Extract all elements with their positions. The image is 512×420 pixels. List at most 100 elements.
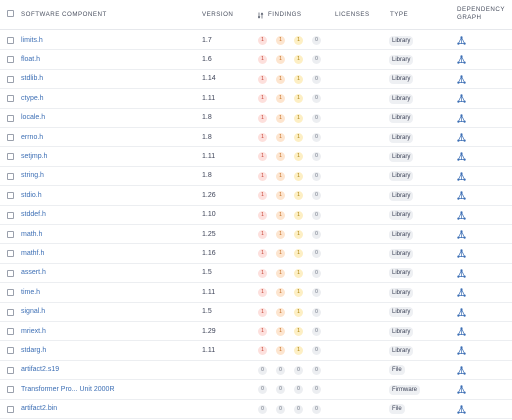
dependency-graph-icon[interactable]	[457, 327, 466, 336]
findings-medium-badge[interactable]: 0	[294, 385, 303, 395]
findings-critical-badge[interactable]: 1	[258, 288, 267, 298]
table-row[interactable]: locale.h 1.8 1 1 1 0 Library	[0, 109, 512, 128]
findings-low-badge[interactable]: 0	[312, 171, 321, 181]
dependency-graph-icon[interactable]	[457, 113, 466, 123]
dependency-graph-icon[interactable]	[457, 307, 466, 317]
findings-medium-badge[interactable]: 0	[294, 365, 303, 375]
row-checkbox[interactable]	[7, 172, 14, 180]
table-row[interactable]: ctype.h 1.11 1 1 1 0 Library	[0, 89, 512, 109]
row-checkbox[interactable]	[7, 250, 14, 258]
findings-critical-badge[interactable]: 1	[258, 268, 267, 278]
findings-low-badge[interactable]: 0	[312, 55, 321, 65]
column-header-component[interactable]: SOFTWARE COMPONENT	[21, 11, 107, 18]
component-name-link[interactable]: math.h	[21, 230, 43, 238]
findings-high-badge[interactable]: 1	[276, 152, 285, 162]
findings-medium-badge[interactable]: 1	[294, 113, 303, 123]
findings-medium-badge[interactable]: 1	[294, 171, 303, 181]
findings-critical-badge[interactable]: 0	[258, 404, 267, 414]
row-checkbox[interactable]	[7, 56, 14, 64]
findings-critical-badge[interactable]: 0	[258, 385, 267, 395]
findings-critical-badge[interactable]: 0	[258, 365, 267, 375]
table-row[interactable]: setjmp.h 1.11 1 1 1 0 Library	[0, 147, 512, 167]
findings-critical-badge[interactable]: 1	[258, 210, 267, 220]
component-name-link[interactable]: limits.h	[21, 36, 43, 44]
findings-high-badge[interactable]: 1	[276, 268, 285, 278]
component-name-link[interactable]: artifact2.s19	[21, 366, 60, 374]
dependency-graph-icon[interactable]	[457, 74, 466, 84]
row-checkbox[interactable]	[7, 153, 14, 161]
row-checkbox[interactable]	[7, 95, 14, 103]
component-name-link[interactable]: string.h	[21, 172, 44, 180]
findings-critical-badge[interactable]: 1	[258, 113, 267, 123]
findings-medium-badge[interactable]: 1	[294, 36, 303, 45]
dependency-graph-icon[interactable]	[457, 404, 466, 414]
dependency-graph-icon[interactable]	[457, 288, 466, 297]
findings-low-badge[interactable]: 0	[312, 94, 321, 104]
component-name-link[interactable]: signal.h	[21, 308, 46, 316]
findings-medium-badge[interactable]: 1	[294, 191, 303, 201]
table-row[interactable]: mathf.h 1.16 1 1 1 0 Library	[0, 244, 512, 264]
row-checkbox[interactable]	[7, 192, 14, 200]
findings-medium-badge[interactable]: 1	[294, 268, 303, 278]
dependency-graph-icon[interactable]	[457, 152, 466, 162]
table-row[interactable]: math.h 1.25 1 1 1 0 Library	[0, 225, 512, 245]
table-row[interactable]: Transformer Pro... Unit 2000R 0 0 0 0 Firmwar…	[0, 380, 512, 400]
component-name-link[interactable]: setjmp.h	[21, 152, 48, 160]
dependency-graph-icon[interactable]	[457, 210, 466, 220]
findings-critical-badge[interactable]: 1	[258, 230, 267, 239]
row-checkbox[interactable]	[7, 211, 14, 219]
findings-low-badge[interactable]: 0	[312, 210, 321, 220]
table-row[interactable]: assert.h 1.5 1 1 1 0 Library	[0, 264, 512, 284]
select-all-checkbox[interactable]	[7, 10, 14, 17]
component-name-link[interactable]: errno.h	[21, 133, 44, 141]
findings-low-badge[interactable]: 0	[312, 288, 321, 298]
dependency-graph-icon[interactable]	[457, 365, 466, 375]
findings-high-badge[interactable]: 1	[276, 346, 285, 356]
findings-medium-badge[interactable]: 1	[294, 346, 303, 356]
findings-medium-badge[interactable]: 1	[294, 210, 303, 220]
table-row[interactable]: stddef.h 1.10 1 1 1 0 Library	[0, 206, 512, 225]
component-name-link[interactable]: stdarg.h	[21, 346, 47, 354]
dependency-graph-icon[interactable]	[457, 94, 466, 103]
table-row[interactable]: stdio.h 1.26 1 1 1 0 Library	[0, 186, 512, 206]
component-name-link[interactable]: mathf.h	[21, 249, 45, 257]
dependency-graph-icon[interactable]	[457, 55, 466, 65]
findings-high-badge[interactable]: 1	[276, 288, 285, 298]
findings-high-badge[interactable]: 0	[276, 404, 285, 414]
dependency-graph-icon[interactable]	[457, 133, 466, 142]
row-checkbox[interactable]	[7, 308, 14, 316]
findings-medium-badge[interactable]: 1	[294, 288, 303, 298]
findings-critical-badge[interactable]: 1	[258, 55, 267, 65]
column-header-licenses[interactable]: LICENSES	[335, 11, 370, 18]
component-name-link[interactable]: mriext.h	[21, 327, 46, 335]
findings-low-badge[interactable]: 0	[312, 346, 321, 356]
dependency-graph-icon[interactable]	[457, 191, 466, 200]
row-checkbox[interactable]	[7, 269, 14, 277]
findings-high-badge[interactable]: 1	[276, 113, 285, 123]
findings-low-badge[interactable]: 0	[312, 327, 321, 336]
findings-low-badge[interactable]: 0	[312, 385, 321, 395]
dependency-graph-icon[interactable]	[457, 346, 466, 356]
findings-high-badge[interactable]: 1	[276, 327, 285, 336]
findings-critical-badge[interactable]: 1	[258, 191, 267, 201]
table-row[interactable]: stdarg.h 1.11 1 1 1 0 Library	[0, 341, 512, 361]
table-row[interactable]: stdlib.h 1.14 1 1 1 0 Library	[0, 70, 512, 90]
row-checkbox[interactable]	[7, 134, 14, 141]
table-row[interactable]: float.h 1.6 1 1 1 0 Library	[0, 50, 512, 70]
findings-low-badge[interactable]: 0	[312, 249, 321, 259]
findings-low-badge[interactable]: 0	[312, 365, 321, 375]
table-row[interactable]: errno.h 1.8 1 1 1 0 Library	[0, 128, 512, 148]
findings-medium-badge[interactable]: 1	[294, 152, 303, 162]
column-header-type[interactable]: TYPE	[390, 11, 409, 18]
findings-low-badge[interactable]: 0	[312, 74, 321, 84]
findings-high-badge[interactable]: 1	[276, 307, 285, 317]
findings-critical-badge[interactable]: 1	[258, 133, 267, 142]
findings-high-badge[interactable]: 0	[276, 385, 285, 395]
findings-low-badge[interactable]: 0	[312, 36, 321, 45]
findings-low-badge[interactable]: 0	[312, 230, 321, 239]
dependency-graph-icon[interactable]	[457, 230, 466, 239]
findings-critical-badge[interactable]: 1	[258, 307, 267, 317]
column-header-dependency-graph[interactable]: DEPENDENCY GRAPH	[457, 6, 505, 21]
table-row[interactable]: mriext.h 1.29 1 1 1 0 Library	[0, 322, 512, 342]
findings-low-badge[interactable]: 0	[312, 268, 321, 278]
